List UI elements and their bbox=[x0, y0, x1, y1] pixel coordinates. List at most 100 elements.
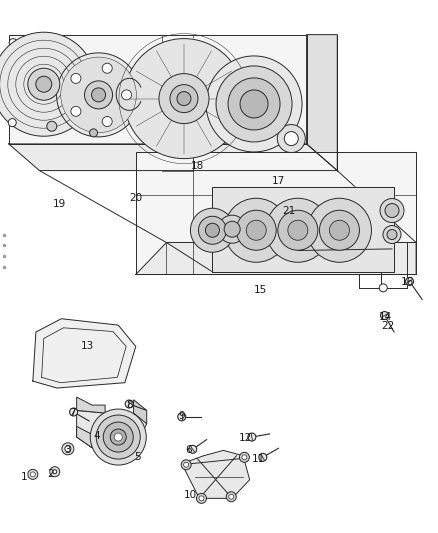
Circle shape bbox=[9, 38, 17, 47]
Circle shape bbox=[406, 277, 413, 286]
Text: 3: 3 bbox=[64, 446, 71, 455]
Circle shape bbox=[57, 53, 141, 137]
Circle shape bbox=[259, 453, 267, 462]
Circle shape bbox=[47, 121, 57, 131]
Circle shape bbox=[240, 90, 268, 118]
Polygon shape bbox=[9, 144, 337, 171]
Text: 22: 22 bbox=[381, 321, 394, 331]
Circle shape bbox=[248, 433, 256, 441]
Circle shape bbox=[170, 85, 198, 112]
Circle shape bbox=[307, 198, 371, 262]
Circle shape bbox=[92, 88, 106, 102]
Polygon shape bbox=[212, 222, 228, 239]
Circle shape bbox=[8, 118, 16, 127]
Circle shape bbox=[125, 400, 133, 408]
Polygon shape bbox=[134, 400, 147, 424]
Circle shape bbox=[177, 92, 191, 106]
Text: 5: 5 bbox=[134, 453, 141, 462]
Circle shape bbox=[229, 494, 234, 499]
Polygon shape bbox=[77, 410, 147, 448]
Text: 18: 18 bbox=[191, 161, 204, 171]
Circle shape bbox=[383, 225, 401, 244]
Circle shape bbox=[242, 455, 247, 460]
Circle shape bbox=[70, 408, 78, 416]
Circle shape bbox=[284, 132, 298, 146]
Circle shape bbox=[28, 68, 60, 100]
Circle shape bbox=[191, 208, 234, 252]
Polygon shape bbox=[182, 450, 250, 498]
Text: 13: 13 bbox=[81, 342, 94, 351]
Circle shape bbox=[36, 76, 52, 92]
Circle shape bbox=[85, 81, 113, 109]
Circle shape bbox=[103, 422, 133, 452]
Circle shape bbox=[28, 470, 38, 479]
Circle shape bbox=[159, 74, 209, 124]
Text: 4: 4 bbox=[93, 431, 100, 441]
Polygon shape bbox=[212, 187, 394, 272]
Circle shape bbox=[206, 56, 302, 152]
Polygon shape bbox=[77, 397, 105, 413]
Circle shape bbox=[228, 78, 280, 130]
Text: 17: 17 bbox=[272, 176, 285, 186]
Circle shape bbox=[379, 284, 387, 292]
Circle shape bbox=[184, 462, 189, 467]
Circle shape bbox=[30, 472, 35, 477]
Circle shape bbox=[114, 433, 122, 441]
Circle shape bbox=[236, 210, 276, 251]
Circle shape bbox=[277, 125, 305, 152]
Circle shape bbox=[71, 74, 81, 84]
Circle shape bbox=[266, 198, 330, 262]
Circle shape bbox=[62, 443, 74, 455]
Circle shape bbox=[181, 460, 191, 470]
Polygon shape bbox=[77, 426, 92, 448]
Circle shape bbox=[96, 415, 140, 459]
Circle shape bbox=[387, 230, 397, 239]
Circle shape bbox=[199, 496, 204, 501]
Circle shape bbox=[329, 220, 350, 240]
Circle shape bbox=[198, 216, 226, 244]
Circle shape bbox=[246, 220, 266, 240]
Polygon shape bbox=[9, 35, 307, 144]
Circle shape bbox=[380, 198, 404, 223]
Circle shape bbox=[50, 467, 60, 477]
Circle shape bbox=[224, 221, 240, 237]
Text: 16: 16 bbox=[401, 278, 414, 287]
Circle shape bbox=[189, 445, 197, 454]
Circle shape bbox=[53, 470, 57, 474]
Polygon shape bbox=[136, 243, 416, 274]
Circle shape bbox=[65, 446, 71, 452]
Circle shape bbox=[110, 429, 126, 445]
Circle shape bbox=[124, 38, 244, 159]
Text: 21: 21 bbox=[283, 206, 296, 215]
Polygon shape bbox=[136, 152, 416, 274]
Text: 15: 15 bbox=[254, 286, 267, 295]
Text: 1: 1 bbox=[21, 472, 28, 482]
Circle shape bbox=[218, 215, 246, 243]
Circle shape bbox=[385, 204, 399, 217]
Circle shape bbox=[278, 210, 318, 251]
Text: 2: 2 bbox=[47, 470, 54, 479]
Text: 8: 8 bbox=[126, 400, 133, 410]
Text: 19: 19 bbox=[53, 199, 66, 208]
Text: 6: 6 bbox=[185, 446, 192, 455]
Circle shape bbox=[240, 453, 249, 462]
Polygon shape bbox=[33, 319, 136, 388]
Text: 10: 10 bbox=[184, 490, 197, 499]
Circle shape bbox=[61, 57, 136, 133]
Circle shape bbox=[71, 106, 81, 116]
Circle shape bbox=[288, 220, 308, 240]
Circle shape bbox=[197, 494, 206, 503]
Circle shape bbox=[90, 409, 146, 465]
Circle shape bbox=[226, 492, 236, 502]
Text: 14: 14 bbox=[379, 312, 392, 322]
Circle shape bbox=[319, 210, 360, 251]
Circle shape bbox=[381, 311, 389, 320]
Circle shape bbox=[102, 63, 112, 73]
Text: 9: 9 bbox=[178, 411, 185, 421]
Circle shape bbox=[216, 66, 292, 142]
Circle shape bbox=[89, 129, 98, 137]
Text: 20: 20 bbox=[129, 193, 142, 203]
Circle shape bbox=[0, 32, 96, 136]
Text: 12: 12 bbox=[239, 433, 252, 443]
Text: 7: 7 bbox=[69, 408, 76, 418]
